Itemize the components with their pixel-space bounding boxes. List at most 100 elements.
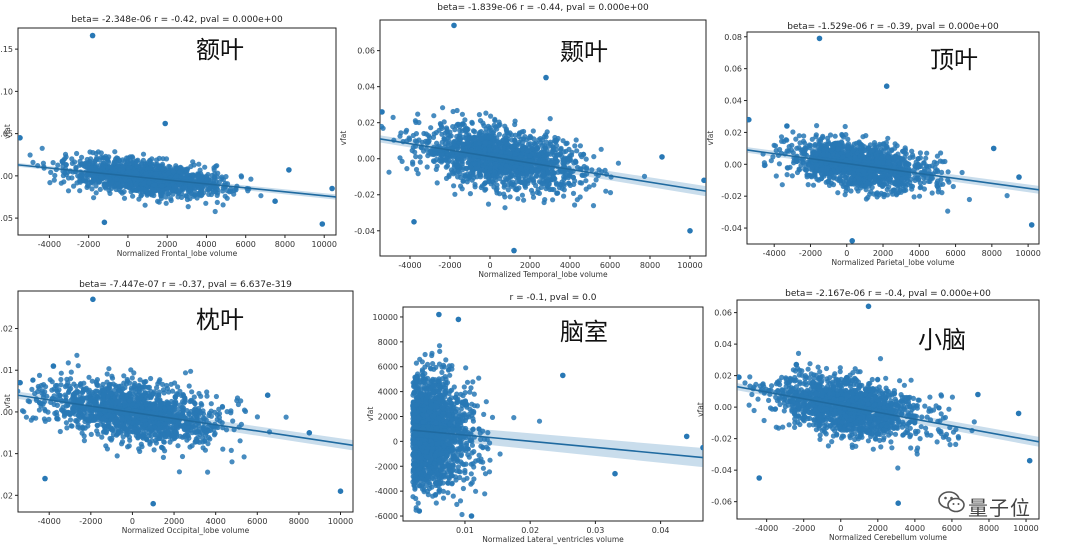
x-tick-label: 2000 [520,261,540,270]
data-point [817,138,824,145]
data-point [856,176,862,182]
data-point [442,157,448,163]
data-point [504,154,510,160]
data-point [163,200,169,206]
data-point [934,153,941,159]
data-point [207,185,213,192]
outlier-point [411,219,417,225]
data-point [248,176,254,182]
data-point [196,185,202,191]
data-point [577,143,584,149]
data-point [203,200,209,206]
data-point [163,194,169,200]
y-axis-label: vfat [706,131,715,146]
data-point [91,195,97,201]
x-tick-label: 8000 [275,240,295,249]
x-tick-label: 0 [844,249,849,258]
data-point [110,166,116,172]
data-point [21,409,27,415]
data-point [580,151,587,157]
data-point [820,135,826,141]
data-point [509,137,515,143]
data-point [921,186,928,192]
data-point [107,190,113,196]
data-point [591,182,597,188]
data-point [89,160,96,166]
data-point [152,171,159,177]
data-point [410,132,416,139]
data-point [439,150,445,156]
data-point [412,138,418,144]
data-point [175,443,181,449]
data-point [445,151,451,157]
data-point [482,180,488,186]
data-point [832,162,838,169]
data-point [761,162,768,169]
x-tick-label: 0 [487,261,492,270]
data-point [543,134,549,140]
data-point [409,147,415,154]
data-point [372,132,377,137]
data-point [461,155,467,161]
data-point [369,137,374,142]
data-point [215,190,221,196]
data-point [496,119,502,125]
data-point [891,164,898,170]
data-point [911,166,918,173]
data-point [459,128,465,134]
data-point [827,132,834,138]
outlier-point [687,228,693,234]
data-point [129,375,135,381]
data-point [228,447,234,453]
regression-line [18,164,336,198]
data-point [446,173,452,180]
data-point [467,191,473,197]
data-point [843,157,849,163]
region-label: 顶叶 [930,46,978,74]
data-point [175,194,181,200]
data-point [40,160,47,166]
data-point [544,129,550,135]
data-point [835,146,841,152]
data-point [498,165,504,171]
data-point [485,201,492,207]
data-point [820,151,827,157]
data-point [496,131,502,137]
data-point [507,194,513,200]
data-point [934,183,940,189]
data-point [846,144,852,150]
plot-area [18,32,336,227]
data-point [530,190,536,196]
data-point [69,156,75,162]
data-point [868,167,875,173]
data-point [482,140,488,146]
y-tick-label: 0.04 [724,97,742,106]
panel-1: -4000-20000200040006000800010000-0.050.0… [0,15,337,258]
data-point [449,169,455,175]
data-point [101,160,107,166]
data-point [493,187,499,193]
data-point [835,153,841,159]
data-point [809,164,815,170]
data-point [541,199,547,206]
data-point [463,125,470,131]
data-point [168,197,174,204]
data-point [900,148,906,154]
data-point [472,129,478,135]
x-axis-label: Normalized Parietal_lobe volume [831,258,954,267]
data-point [386,169,392,175]
data-point [539,142,546,148]
data-point [950,183,956,190]
data-point [547,116,553,122]
data-point [490,138,496,144]
data-point [900,183,907,189]
x-tick-label: -2000 [77,240,100,249]
data-point [492,124,499,130]
panel-3: -4000 -2000 0 2000 4000 6000 8000 10000-0.04-0.… [706,22,1041,267]
data-point [487,158,493,164]
data-point [871,140,878,146]
data-point [242,408,249,414]
data-point [439,139,445,145]
chart-title: beta= -2.348e-06 r = -0.42, pval = 0.000… [71,15,283,25]
data-point [924,150,930,156]
